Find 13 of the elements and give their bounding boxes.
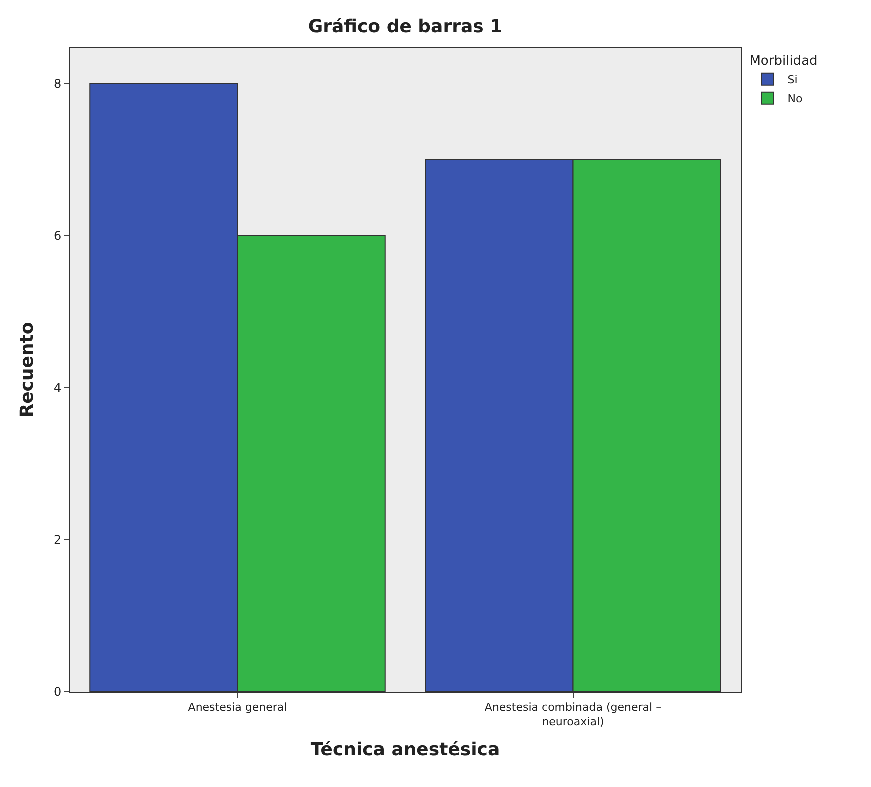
x-tick-label: Anestesia general bbox=[188, 701, 288, 714]
y-tick-label: 0 bbox=[54, 685, 62, 700]
legend-label: Si bbox=[788, 74, 798, 87]
x-tick-label: Anestesia combinada (general – neuroaxial) bbox=[484, 701, 662, 728]
y-tick-label: 6 bbox=[54, 229, 62, 243]
chart-title: Gráfico de barras 1 bbox=[308, 16, 503, 38]
y-tick-label: 2 bbox=[54, 533, 62, 548]
legend-title: Morbilidad bbox=[750, 54, 818, 69]
y-axis-title: Recuento bbox=[17, 322, 38, 418]
x-axis-title: Técnica anestésica bbox=[310, 740, 500, 761]
y-tick-label: 8 bbox=[54, 76, 62, 91]
legend-label: No bbox=[788, 92, 803, 106]
y-tick-label: 4 bbox=[54, 381, 62, 396]
